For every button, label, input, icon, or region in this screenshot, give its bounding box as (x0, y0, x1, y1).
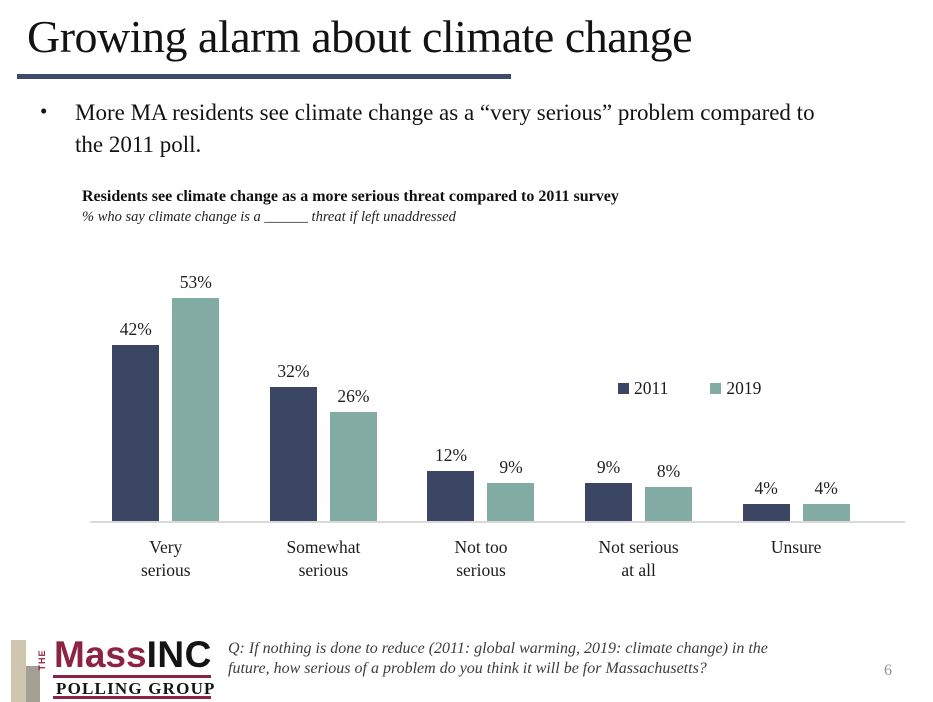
bar-2019 (802, 504, 850, 521)
massinc-logo: MassINC (54, 636, 212, 674)
chart-subtitle: % who say climate change is a ______ thr… (82, 209, 456, 225)
value-label: 26% (337, 385, 370, 406)
logo-the-text: THE (37, 649, 47, 671)
bar-2011 (112, 344, 160, 521)
bar-group: 9% 8% (560, 457, 718, 521)
logo-bar-gray (26, 666, 40, 702)
bar-with-label: 26% (329, 385, 377, 521)
x-axis-line (90, 521, 905, 523)
bar-group: 42% 53% (87, 272, 245, 521)
bar-with-label: 8% (645, 461, 693, 521)
value-label: 9% (596, 457, 621, 478)
category-label: Somewhat serious (286, 537, 361, 580)
survey-question-footnote: Q: If nothing is done to reduce (2011: g… (228, 640, 768, 677)
bar-pair: 4% 4% (742, 478, 850, 521)
category-label: Not serious at all (598, 537, 679, 580)
bar-pair: 12% 9% (427, 444, 535, 521)
bar-with-label: 9% (585, 457, 633, 521)
value-label: 4% (754, 478, 778, 499)
bar-pair: 42% 53% (112, 272, 220, 521)
bar-pair: 9% 8% (585, 457, 693, 521)
logo-inc-text: INC (146, 634, 212, 675)
bar-group: 4% 4% (717, 478, 875, 521)
bar-with-label: 53% (172, 272, 220, 521)
bar-group: 32% 26% (245, 361, 403, 521)
bar-2019 (329, 411, 377, 521)
logo-rule-top (53, 675, 211, 678)
bar-2011 (585, 483, 633, 521)
page-title: Growing alarm about climate change (27, 11, 693, 62)
bar-2011 (742, 504, 790, 521)
value-label: 9% (499, 457, 523, 478)
bar-with-label: 32% (269, 360, 317, 521)
bar-chart-plot: 42% 53% 32% 26% 12% 9% 9% 8% 4% 4% (87, 240, 875, 521)
chart-legend: 2011 2019 (618, 378, 761, 399)
logo-bar-beige (11, 640, 26, 702)
value-label: 53% (179, 272, 212, 293)
title-underline (17, 74, 511, 79)
bar-2019 (487, 483, 535, 521)
bar-2011 (269, 386, 317, 521)
legend-item-2019: 2019 (710, 378, 761, 399)
legend-label: 2011 (634, 378, 669, 398)
value-label: 12% (434, 444, 468, 465)
bullet-text: More MA residents see climate change as … (75, 100, 815, 157)
bar-pair: 32% 26% (269, 360, 377, 521)
bar-with-label: 9% (487, 457, 535, 521)
legend-item-2011: 2011 (618, 378, 668, 399)
legend-swatch-icon (618, 383, 629, 394)
bar-with-label: 42% (112, 318, 160, 521)
legend-label: 2019 (726, 378, 762, 398)
bar-2019 (645, 487, 693, 521)
value-label: 42% (119, 318, 152, 339)
logo-mass-text: Mass (54, 634, 147, 675)
logo-rule-bottom (53, 696, 211, 699)
logo-polling-group-text: POLLING GROUP (56, 679, 216, 698)
page-number: 6 (884, 662, 892, 679)
x-axis-category-labels: Very serious Somewhat serious Not too serious… (87, 536, 875, 582)
bar-group: 12% 9% (402, 445, 560, 521)
category-label: Unsure (770, 537, 822, 557)
value-label: 8% (656, 461, 681, 482)
bar-with-label: 4% (742, 478, 790, 521)
bar-with-label: 4% (802, 478, 850, 521)
bar-with-label: 12% (427, 444, 475, 521)
value-label: 4% (814, 478, 838, 499)
bar-2019 (172, 298, 220, 521)
bullet-item: • More MA residents see climate change a… (40, 97, 817, 161)
category-label: Not too serious (454, 537, 508, 580)
bar-2011 (427, 470, 475, 521)
chart-title: Residents see climate change as a more s… (82, 188, 619, 205)
category-label: Very serious (141, 537, 191, 580)
legend-swatch-icon (710, 383, 722, 394)
bullet-icon: • (40, 99, 48, 123)
value-label: 32% (277, 360, 310, 381)
